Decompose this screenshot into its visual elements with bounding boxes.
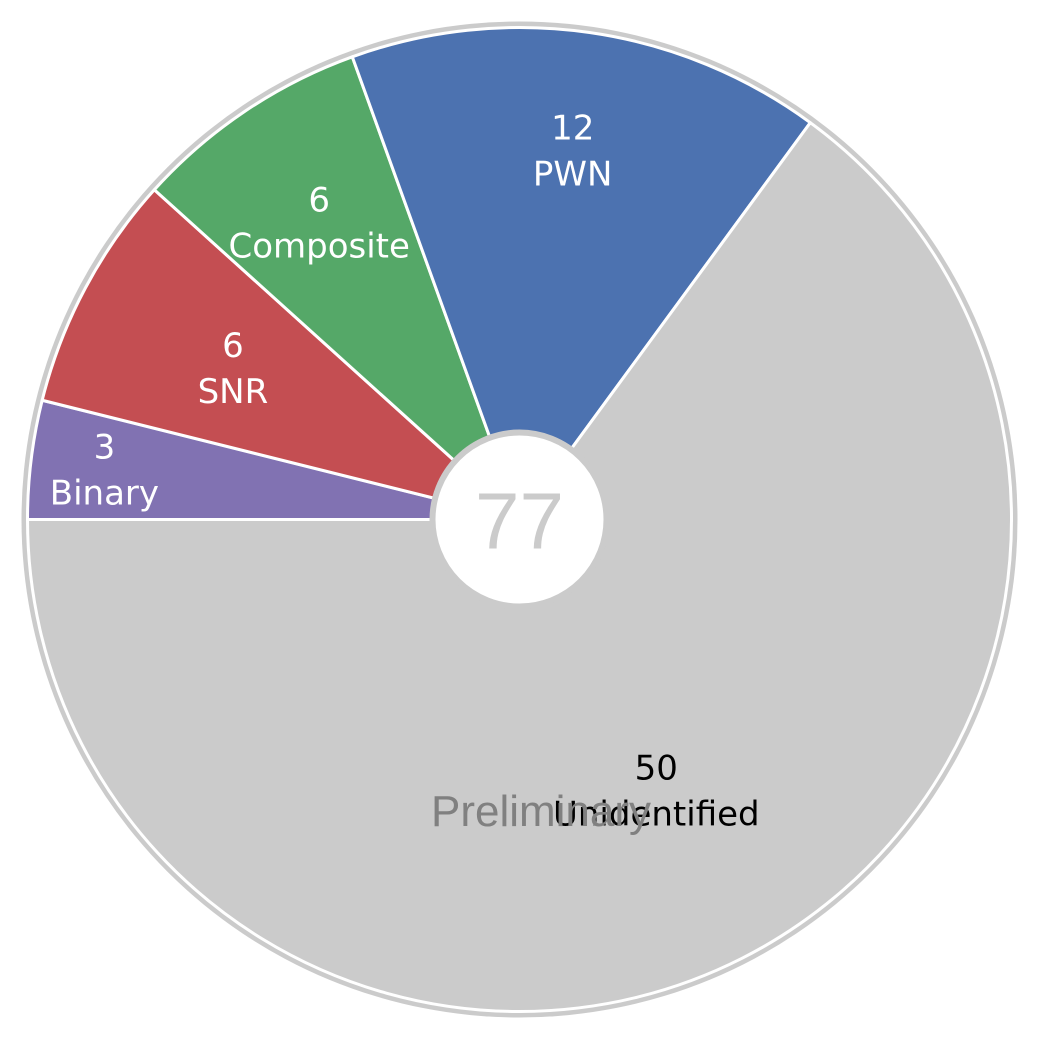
slice-label-composite: 6 Composite — [228, 180, 409, 266]
pie-slice-pwn — [350, 26, 812, 521]
slice-count-composite: 6 — [308, 180, 330, 220]
slice-name-binary: Binary — [50, 473, 159, 513]
slice-count-pwn: 12 — [551, 108, 594, 148]
pie-slice-snr — [40, 188, 521, 521]
slice-label-pwn: 12 PWN — [533, 108, 613, 194]
slice-name-pwn: PWN — [533, 154, 613, 194]
slice-label-snr: 6 SNR — [198, 326, 269, 412]
slice-name-unidentified: Unidentified — [553, 794, 760, 834]
slice-name-snr: SNR — [198, 372, 269, 412]
slice-labels: 3 Binary 6 SNR 6 Composite 12 PWN 50 Unidentified — [50, 108, 760, 834]
slice-label-unidentified: 50 Unidentified — [553, 748, 760, 834]
slice-name-composite: Composite — [228, 226, 409, 266]
slice-count-binary: 3 — [94, 427, 116, 467]
slice-count-unidentified: 50 — [635, 748, 678, 788]
slice-label-binary: 3 Binary — [50, 427, 159, 513]
pie-slice-composite — [152, 55, 521, 521]
total-count-label: 77 — [475, 477, 564, 566]
preliminary-note: Preliminary — [431, 787, 651, 836]
slice-count-snr: 6 — [222, 326, 244, 366]
center-hole — [429, 429, 610, 610]
